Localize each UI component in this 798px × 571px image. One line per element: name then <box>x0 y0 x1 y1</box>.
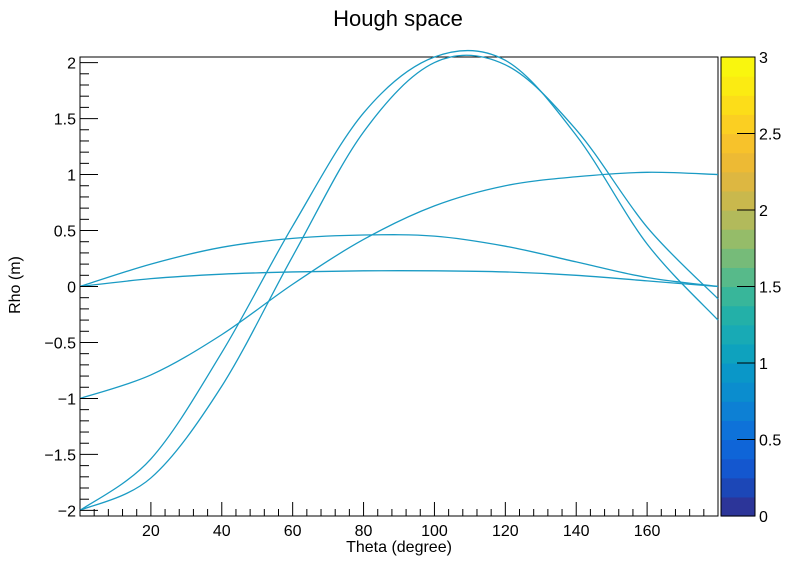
y-tick-label: −1.5 <box>44 447 76 464</box>
colorbar-band <box>721 76 755 96</box>
colorbar-band <box>721 496 755 517</box>
colorbar-band <box>721 439 755 460</box>
colorbar-band <box>721 171 755 192</box>
y-axis-title: Rho (m) <box>7 256 24 314</box>
colorbar-band <box>721 133 755 154</box>
colorbar-band <box>721 420 755 441</box>
x-axis-title: Theta (degree) <box>346 539 452 556</box>
hough-curve-3 <box>79 171 719 400</box>
colorbar-tick-label: 1 <box>759 356 768 373</box>
colorbar-tick-label: 0.5 <box>759 433 781 450</box>
colorbar-band <box>721 190 755 211</box>
plot-frame <box>79 56 719 517</box>
y-tick-label: −0.5 <box>44 335 76 352</box>
hough-curve-5 <box>79 270 719 288</box>
plot-area: 20 40 60 80 100 120 140 160 −2 −1.5 −1 −0.5 0 0.5 1 1.5… <box>44 49 719 540</box>
y-tick-label: 1.5 <box>54 112 76 129</box>
x-tick-label: 120 <box>492 523 519 540</box>
y-tick-label: −1 <box>58 391 76 408</box>
colorbar-band <box>721 401 755 421</box>
colorbar-tick-label: 3 <box>759 50 768 67</box>
colorbar-tick-label: 1.5 <box>759 280 781 297</box>
colorbar-band <box>721 57 755 77</box>
chart-title: Hough space <box>333 6 463 31</box>
colorbar-band <box>721 152 755 173</box>
colorbar-band <box>721 343 755 364</box>
colorbar-tick-label: 2 <box>759 203 768 220</box>
y-tick-label: 2 <box>67 56 76 73</box>
x-tick-label: 60 <box>284 523 302 540</box>
y-tick-label: 1 <box>67 168 76 185</box>
colorbar-tick-label: 0 <box>759 509 768 526</box>
hough-curve-1 <box>79 54 719 511</box>
x-tick-label: 80 <box>355 523 373 540</box>
y-tick-label: 0.5 <box>54 224 76 241</box>
x-tick-label: 140 <box>563 523 590 540</box>
hough-curve-4 <box>79 234 719 288</box>
colorbar-band <box>721 305 755 326</box>
colorbar: 0 0.5 1 1.5 2 2.5 3 <box>720 50 781 526</box>
colorbar-tick-label: 2.5 <box>759 127 781 144</box>
colorbar-band <box>721 324 755 345</box>
colorbar-band <box>721 382 755 402</box>
colorbar-band <box>721 248 755 268</box>
colorbar-band <box>721 286 755 307</box>
colorbar-band <box>721 363 755 383</box>
colorbar-band <box>721 114 755 135</box>
y-tick-label: 0 <box>67 280 76 297</box>
y-tick-label: −2 <box>58 503 76 520</box>
colorbar-band <box>721 458 755 479</box>
x-tick-label: 20 <box>142 523 160 540</box>
colorbar-band <box>721 95 755 115</box>
colorbar-band <box>721 229 755 249</box>
colorbar-band <box>721 477 755 498</box>
x-tick-label: 40 <box>213 523 231 540</box>
x-tick-label: 160 <box>634 523 661 540</box>
hough-curve-2 <box>79 49 719 511</box>
colorbar-band <box>721 210 755 230</box>
x-tick-label: 100 <box>421 523 448 540</box>
colorbar-band <box>721 267 755 288</box>
